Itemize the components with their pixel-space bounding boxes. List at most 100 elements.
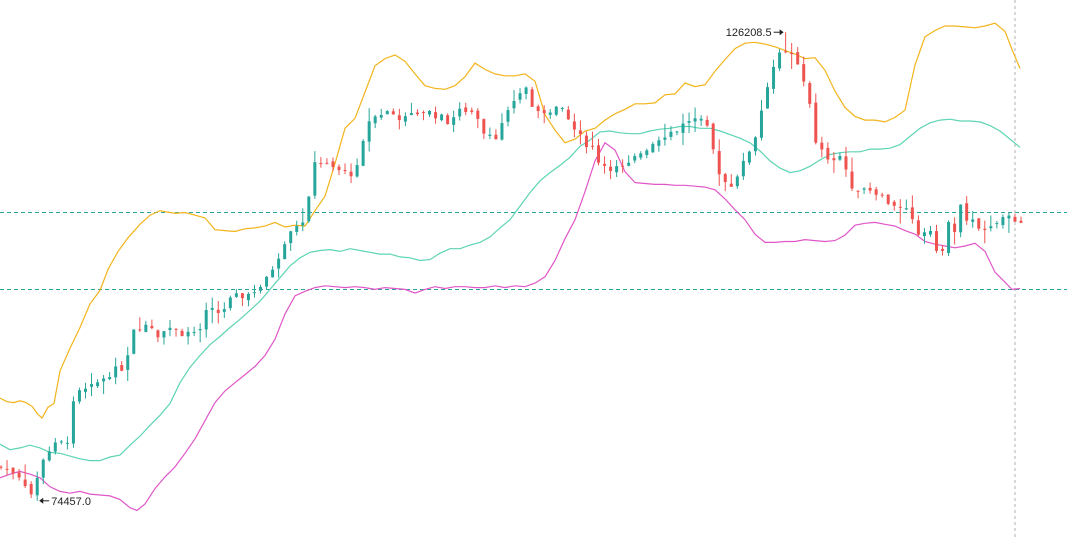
- candle: [409, 102, 413, 116]
- candle: [621, 159, 625, 173]
- candle-body: [1007, 215, 1011, 219]
- candle-body: [530, 89, 534, 107]
- candle: [826, 142, 830, 164]
- candle-body: [65, 442, 69, 444]
- candle: [53, 438, 57, 455]
- candle-body: [434, 112, 438, 119]
- candle: [603, 156, 607, 174]
- candle: [373, 114, 377, 129]
- candle-body: [651, 144, 655, 153]
- candle-body: [609, 166, 613, 171]
- candle-body: [989, 226, 993, 229]
- candle-body: [615, 166, 619, 173]
- candle: [639, 151, 643, 160]
- candle-body: [560, 107, 564, 109]
- candle: [446, 113, 450, 125]
- candle-body: [935, 231, 939, 251]
- candle: [886, 194, 890, 206]
- candle-body: [1013, 216, 1017, 222]
- candle-body: [729, 183, 733, 187]
- candle: [723, 172, 727, 192]
- candle-body: [379, 115, 383, 118]
- candle-body: [494, 134, 498, 140]
- candle: [391, 108, 395, 115]
- candle: [277, 253, 281, 278]
- candle-body: [657, 140, 661, 146]
- candle: [301, 208, 305, 232]
- candle-body: [102, 378, 106, 382]
- candle-body: [289, 231, 293, 244]
- candle-body: [120, 365, 124, 371]
- candle-body: [271, 269, 275, 278]
- candle-body: [681, 123, 685, 133]
- candle-body: [856, 190, 860, 192]
- candle-body: [47, 451, 51, 461]
- candle-body: [784, 51, 788, 53]
- candle: [916, 215, 920, 236]
- candle-body: [452, 117, 456, 125]
- candle: [168, 319, 172, 337]
- candle: [669, 126, 673, 141]
- candle: [645, 148, 649, 159]
- candle: [759, 99, 763, 141]
- candle-body: [325, 162, 329, 164]
- candle: [47, 446, 51, 462]
- candle: [898, 199, 902, 224]
- candle: [41, 458, 45, 485]
- candle-body: [59, 441, 63, 443]
- candle-body: [759, 110, 763, 138]
- candle: [186, 326, 190, 345]
- candle-body: [778, 52, 782, 69]
- candle: [941, 245, 945, 256]
- candle: [971, 211, 975, 228]
- candle-body: [319, 162, 323, 164]
- candle-body: [440, 114, 444, 121]
- candle-body: [1019, 220, 1023, 223]
- candle: [440, 113, 444, 122]
- candle-body: [675, 131, 679, 133]
- candle: [96, 379, 100, 388]
- candle-body: [186, 331, 190, 337]
- candle-body: [578, 130, 582, 134]
- candle-body: [83, 388, 87, 392]
- candle: [1019, 216, 1023, 224]
- candle: [234, 289, 238, 298]
- candle: [880, 192, 884, 198]
- candle-body: [162, 331, 166, 338]
- candle: [947, 220, 951, 257]
- candle-body: [210, 307, 214, 310]
- candle: [108, 372, 112, 381]
- candle: [65, 436, 69, 450]
- high-price-label: 126208.5: [726, 27, 772, 39]
- candle-body: [687, 121, 691, 123]
- candle: [5, 460, 9, 476]
- candle-body: [240, 293, 244, 299]
- candle: [246, 292, 250, 307]
- candle-body: [735, 176, 739, 187]
- candle-body: [524, 87, 528, 94]
- candle: [784, 32, 788, 54]
- candle: [796, 47, 800, 65]
- candle-body: [228, 297, 232, 309]
- candle-body: [5, 468, 9, 470]
- candle: [530, 86, 534, 107]
- candle-body: [458, 108, 462, 117]
- candle-body: [222, 309, 226, 312]
- candle: [313, 151, 317, 199]
- candle: [434, 106, 438, 124]
- candle: [1013, 213, 1017, 222]
- candle: [259, 284, 263, 294]
- candle: [584, 131, 588, 154]
- candle: [838, 152, 842, 161]
- candle-body: [180, 330, 184, 337]
- candle-body: [168, 327, 172, 331]
- candle: [717, 139, 721, 186]
- candle: [240, 293, 244, 307]
- candle: [120, 361, 124, 372]
- candle-body: [892, 201, 896, 206]
- candle-body: [663, 137, 667, 140]
- candle: [494, 129, 498, 140]
- candle-body: [204, 310, 208, 330]
- candle: [228, 295, 232, 311]
